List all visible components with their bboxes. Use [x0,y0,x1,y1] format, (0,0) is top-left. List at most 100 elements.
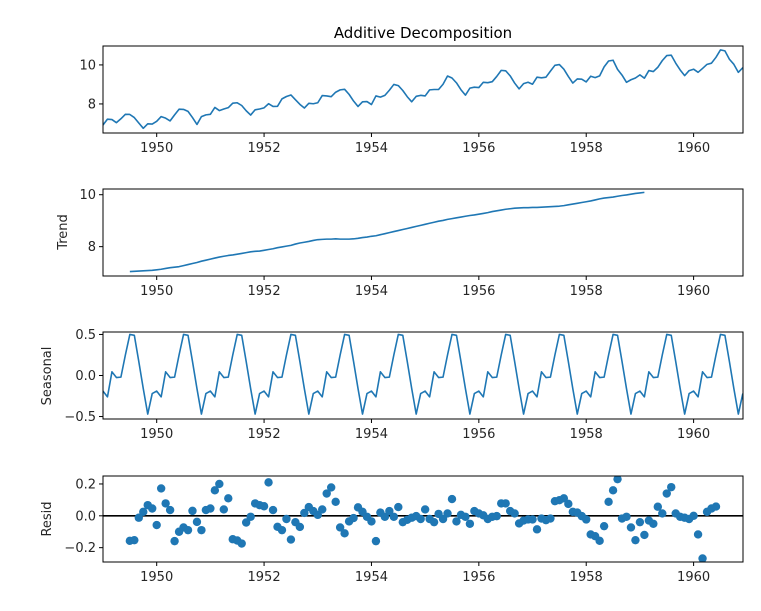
resid-point [492,511,501,521]
resid-point [139,507,148,517]
resid-point [197,525,206,535]
resid-point [698,554,707,562]
ylabel-trend: Trend [56,214,71,251]
resid-point [438,514,448,524]
trend-axes-frame [102,188,744,277]
resid-point [420,505,430,514]
resid-point [380,512,390,521]
y-tick-label: −0.2 [64,541,96,556]
resid-point [206,504,215,513]
resid-point [711,502,721,511]
resid-point [367,517,376,526]
resid-point [532,525,542,534]
x-tick-label: 1950 [140,570,173,585]
x-tick-label: 1956 [462,141,495,156]
panel-observed: 1950 1952 1954 1956 1958 1960 8 10 [79,45,744,156]
resid-point [326,483,336,492]
panel-resid: 1950 1952 1954 1956 1958 1960 −0.2 0.0 0.2 Resid [40,475,744,585]
y-tick-label: 8 [88,97,96,112]
resid-point [165,505,175,515]
x-tick-label: 1954 [355,570,388,585]
resid-point [371,536,381,546]
ylabel-seasonal: Seasonal [40,347,55,406]
resid-point [693,530,703,539]
resid-point [210,486,220,495]
resid-point [170,536,179,546]
ylabel-resid: Resid [40,501,55,536]
resid-point [156,484,166,493]
resid-point [219,505,229,514]
x-tick-label: 1952 [248,141,281,156]
resid-point [631,535,640,545]
resid-point [510,509,519,518]
resid-point [443,509,452,518]
resid-point [224,494,233,503]
resid-point [295,522,305,532]
x-tick-label: 1958 [570,284,603,299]
resid-point [635,517,645,527]
resid-point [649,519,658,528]
resid-point [626,523,636,532]
resid-point [394,502,403,512]
y-tick-label: 0.0 [75,509,96,524]
resid-point [318,505,327,514]
resid-point [130,535,139,545]
resid-point [389,512,399,521]
resid-point [259,502,269,511]
resid-point [340,529,349,538]
x-tick-label: 1954 [355,284,388,299]
resid-point [564,499,573,509]
resid-point [653,502,663,511]
resid-point [349,513,358,523]
resid-point [429,517,439,527]
panel-trend: 1950 1952 1954 1956 1958 1960 8 10 Trend [56,188,744,299]
y-tick-label: 10 [79,188,96,203]
resid-point [416,514,425,524]
resid-point [452,517,461,526]
resid-point [241,518,251,527]
resid-point [264,478,273,487]
y-tick-label: 0.0 [75,369,96,384]
resid-point [237,539,246,548]
trend-line [129,191,645,273]
resid-point [528,515,537,524]
y-tick-label: 10 [79,58,96,73]
resid-point [613,476,622,484]
seasonal-axes-frame [102,331,744,420]
resid-point [192,517,202,527]
x-tick-label: 1960 [677,141,710,156]
resid-point [658,509,667,518]
resid-point [282,514,291,524]
x-tick-label: 1950 [140,141,173,156]
resid-point [188,506,197,516]
x-tick-label: 1950 [140,284,173,299]
resid-point [385,506,394,516]
x-tick-label: 1952 [248,427,281,442]
y-tick-label: −0.5 [64,410,96,425]
resid-point [134,513,143,522]
observed-line [103,49,743,130]
x-tick-label: 1960 [677,427,710,442]
x-tick-label: 1958 [570,570,603,585]
x-tick-label: 1952 [248,284,281,299]
resid-point [689,511,698,521]
resid-point [161,499,170,508]
resid-point [277,525,287,535]
resid-point [662,489,671,498]
resid-point [595,536,604,546]
resid-point [447,494,457,504]
seasonal-line [103,333,743,415]
resid-point [559,494,569,503]
x-tick-label: 1952 [248,570,281,585]
chart-title: Additive Decomposition [334,24,512,42]
resid-point [599,521,609,531]
resid-point [286,535,296,544]
resid-point [546,514,555,523]
resid-axes-frame [102,475,744,563]
resid-point [335,523,345,532]
resid-point [501,499,510,508]
resid-point [215,479,224,489]
resid-point [667,482,676,492]
x-tick-label: 1950 [140,427,173,442]
